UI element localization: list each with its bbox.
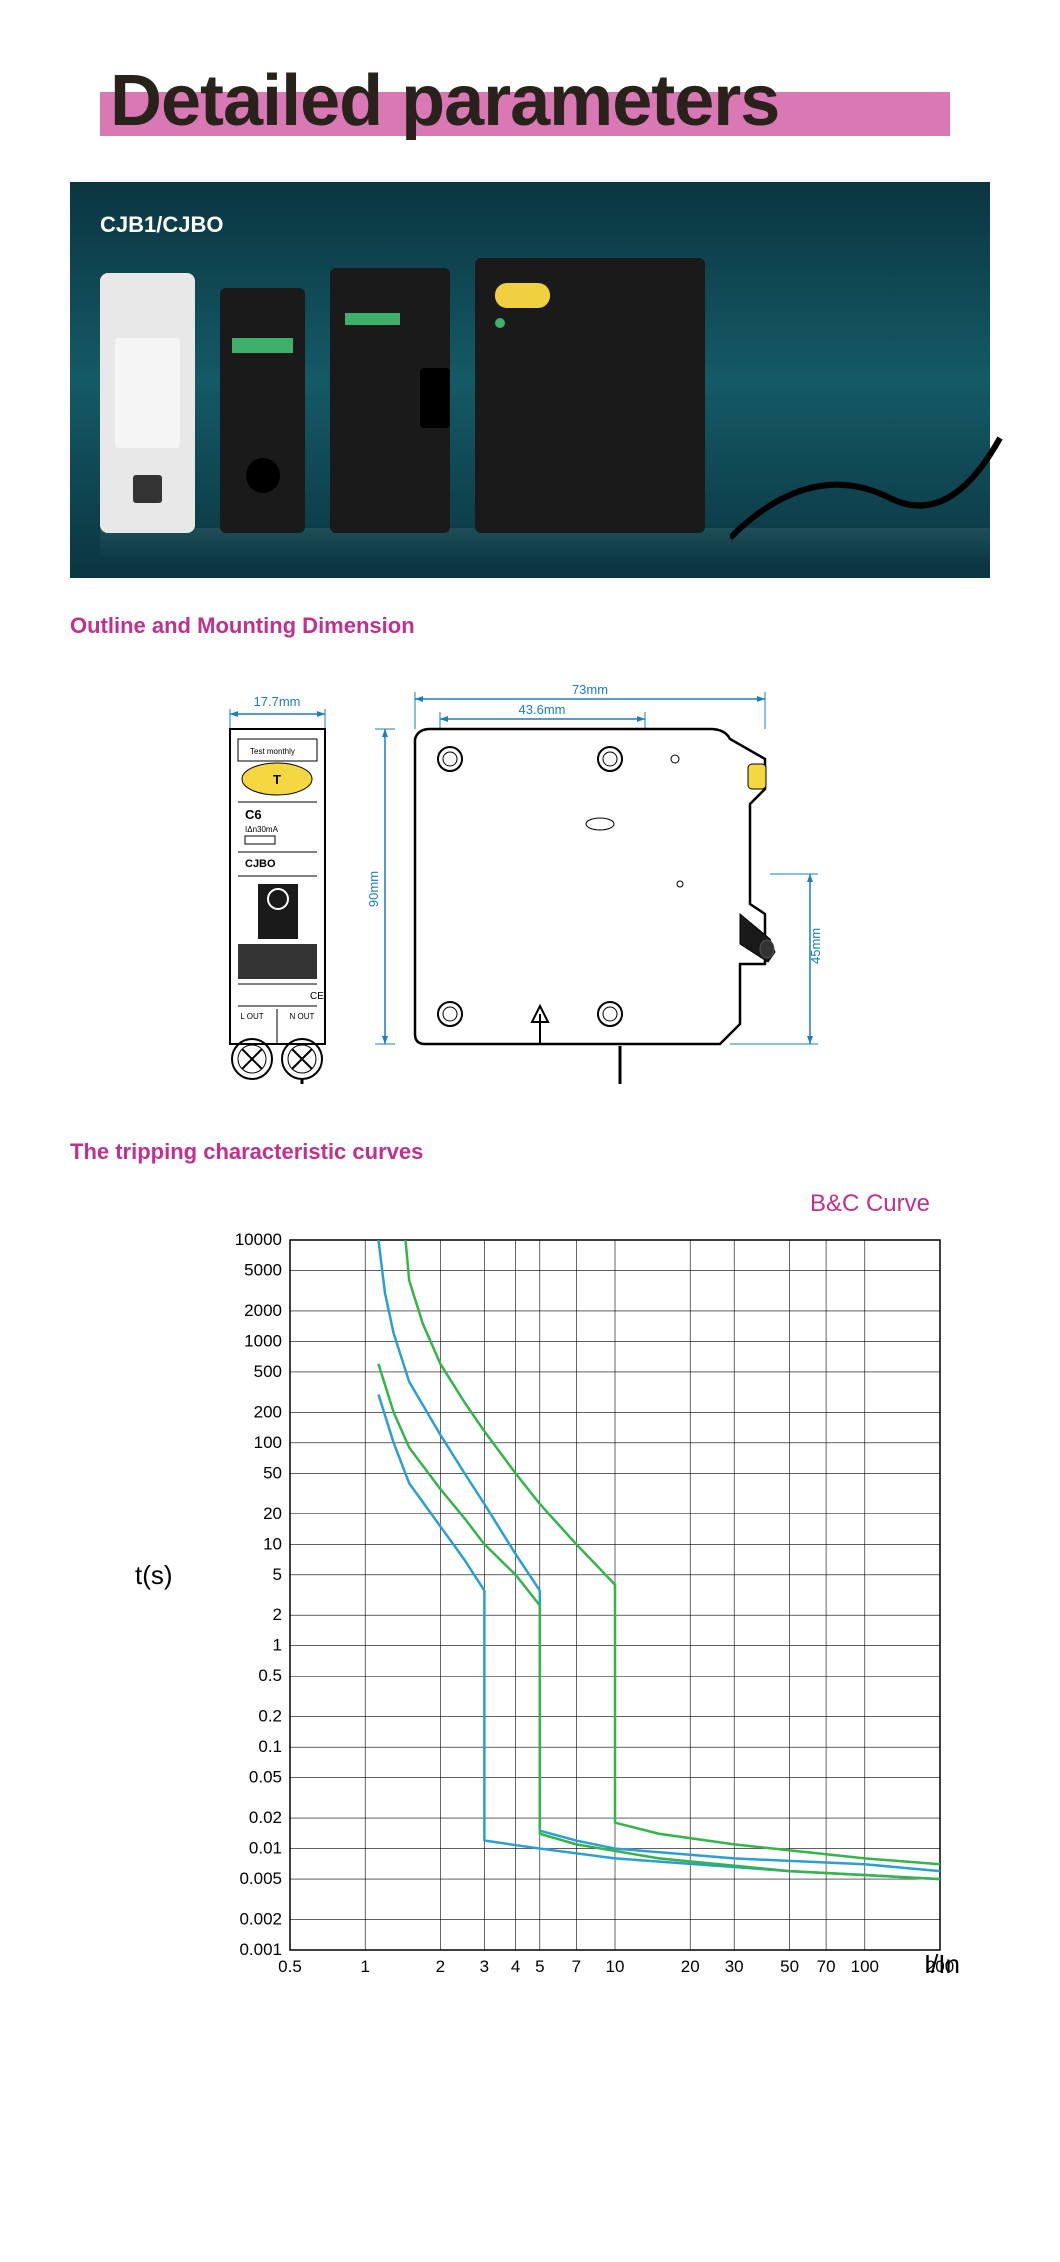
svg-text:50: 50: [780, 1957, 799, 1976]
product-black-breaker-3: [475, 258, 705, 533]
svg-text:50: 50: [263, 1463, 282, 1482]
svg-text:1: 1: [273, 1636, 282, 1655]
svg-text:0.2: 0.2: [258, 1707, 282, 1726]
svg-text:20: 20: [263, 1504, 282, 1523]
svg-text:0.01: 0.01: [249, 1839, 282, 1858]
product-black-breaker-2: [330, 268, 450, 533]
svg-text:T: T: [273, 772, 281, 787]
svg-text:0.002: 0.002: [239, 1909, 282, 1928]
svg-text:5: 5: [535, 1957, 544, 1976]
svg-text:100: 100: [851, 1957, 879, 1976]
svg-text:2: 2: [436, 1957, 445, 1976]
svg-text:4: 4: [511, 1957, 520, 1976]
svg-text:10000: 10000: [235, 1230, 282, 1249]
svg-text:N OUT: N OUT: [290, 1012, 315, 1021]
page-title: Detailed parameters: [70, 60, 990, 142]
svg-text:IΔn30mA: IΔn30mA: [245, 825, 279, 834]
product-black-breaker-1: [220, 288, 305, 533]
x-axis-label: I/In: [924, 1949, 960, 1980]
tripping-chart: B&C Curve t(s) 1000050002000100050020010…: [70, 1190, 990, 2005]
dim-width-front: 17.7mm: [254, 694, 301, 709]
dimension-svg: 17.7mm Test monthly T C6 IΔn30mA CJBO: [170, 684, 870, 1084]
chart-svg: 100005000200010005002001005020105210.50.…: [200, 1230, 960, 2000]
svg-text:L OUT: L OUT: [240, 1012, 263, 1021]
svg-text:0.001: 0.001: [239, 1940, 282, 1959]
svg-text:200: 200: [254, 1402, 282, 1421]
svg-text:2000: 2000: [244, 1301, 282, 1320]
dimension-diagram: 17.7mm Test monthly T C6 IΔn30mA CJBO: [70, 664, 990, 1109]
svg-text:0.5: 0.5: [258, 1666, 282, 1685]
dim-side-inner: 43.6mm: [519, 702, 566, 717]
svg-text:0.5: 0.5: [278, 1957, 302, 1976]
product-cable: [730, 398, 1010, 558]
svg-text:7: 7: [572, 1957, 581, 1976]
svg-text:CE: CE: [310, 991, 324, 1002]
front-view: 17.7mm Test monthly T C6 IΔn30mA CJBO: [230, 694, 325, 1084]
svg-text:0.02: 0.02: [249, 1808, 282, 1827]
svg-text:20: 20: [681, 1957, 700, 1976]
svg-text:500: 500: [254, 1362, 282, 1381]
svg-text:C6: C6: [245, 807, 262, 822]
svg-text:0.05: 0.05: [249, 1768, 282, 1787]
svg-text:Test monthly: Test monthly: [250, 747, 295, 756]
dim-side-outer: 73mm: [572, 684, 608, 697]
svg-text:0.1: 0.1: [258, 1737, 282, 1756]
product-white-breaker: [100, 273, 195, 533]
dim-height: 90mm: [366, 871, 381, 907]
svg-text:5: 5: [273, 1565, 282, 1584]
hero-model-label: CJB1/CJBO: [100, 212, 990, 238]
svg-text:70: 70: [817, 1957, 836, 1976]
svg-text:10: 10: [263, 1534, 282, 1553]
svg-text:0.005: 0.005: [239, 1869, 282, 1888]
svg-text:10: 10: [606, 1957, 625, 1976]
section-outline-title: Outline and Mounting Dimension: [70, 613, 990, 639]
svg-text:CJBO: CJBO: [245, 858, 276, 870]
y-axis-label: t(s): [135, 1560, 173, 1591]
svg-text:5000: 5000: [244, 1261, 282, 1280]
svg-text:100: 100: [254, 1433, 282, 1452]
dim-height-half: 45mm: [808, 928, 823, 964]
curve-type-label: B&C Curve: [810, 1190, 930, 1218]
svg-text:1000: 1000: [244, 1331, 282, 1350]
svg-text:3: 3: [480, 1957, 489, 1976]
page-title-block: Detailed parameters: [70, 60, 990, 142]
svg-text:30: 30: [725, 1957, 744, 1976]
hero-product-banner: CJB1/CJBO: [70, 182, 990, 578]
side-view: 73mm 43.6mm: [415, 684, 823, 1084]
svg-text:1: 1: [360, 1957, 369, 1976]
section-curves-title: The tripping characteristic curves: [70, 1139, 990, 1165]
svg-text:2: 2: [273, 1605, 282, 1624]
